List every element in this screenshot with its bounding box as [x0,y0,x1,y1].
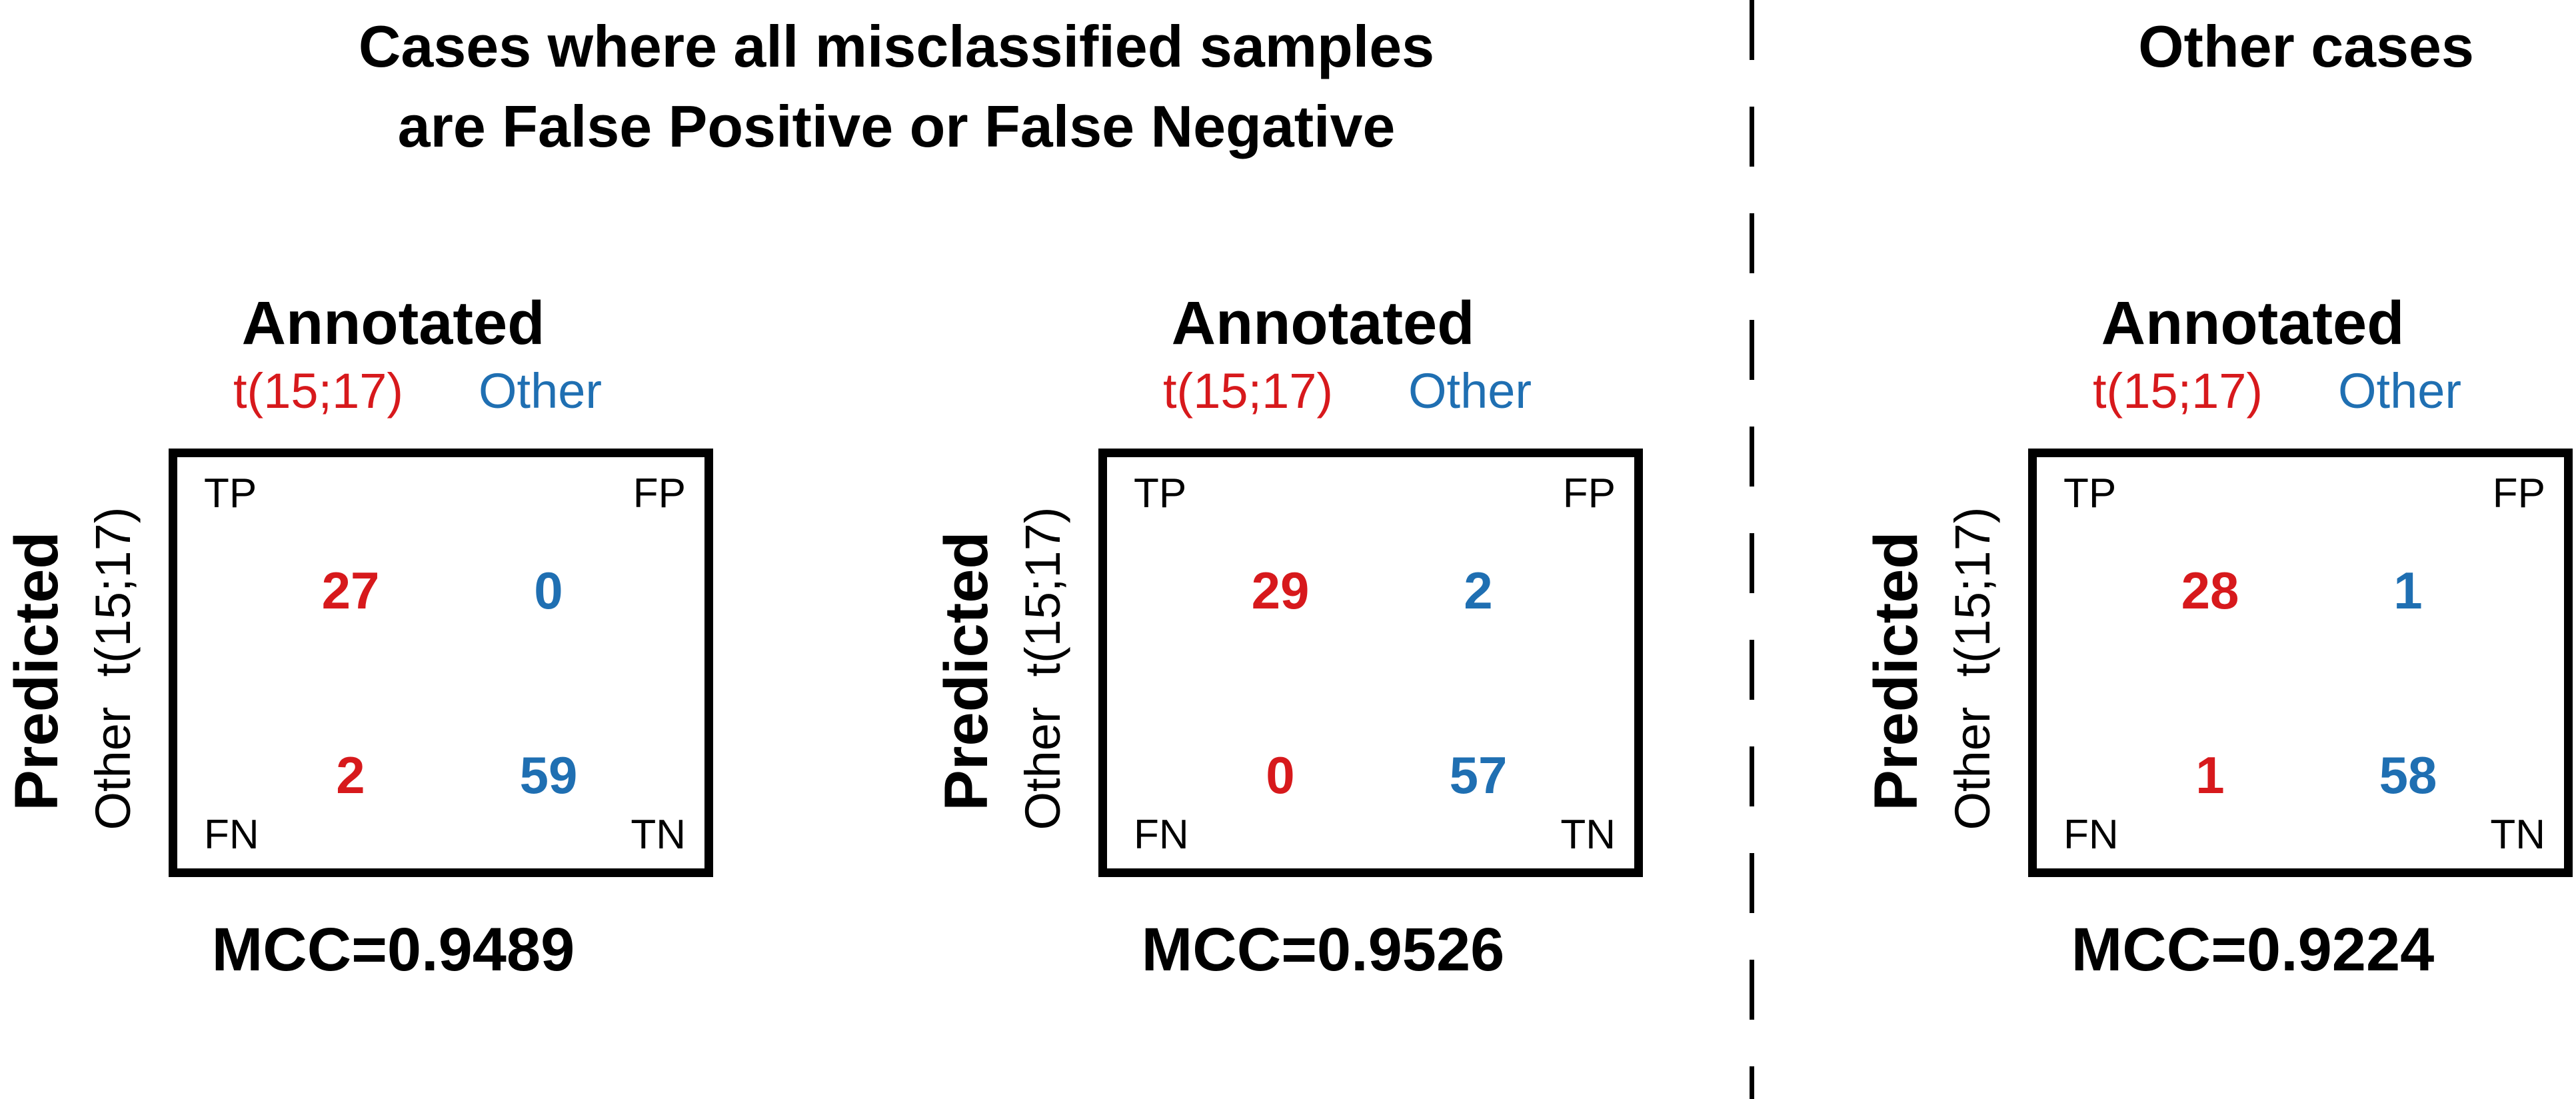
fp-label: FP [633,471,686,517]
fn-value: 1 [2195,746,2225,804]
dashed-divider [1750,0,1754,1099]
tn-value: 57 [1449,746,1508,804]
tp-label: TP [2063,471,2117,517]
fn-label: FN [2063,812,2119,858]
row-label-positive: t(15;17) [1945,507,2000,677]
confusion-matrix-2: Annotated t(15;17) Other Predicted t(15;… [930,287,1643,986]
fn-label: FN [1134,812,1189,858]
tn-label: TN [2490,812,2545,858]
column-label-positive: t(15;17) [1163,363,1334,419]
matrix-box: TP FP FN TN 29 2 0 57 [1098,449,1643,877]
row-label-negative: Other [1945,706,2000,830]
confusion-matrix-1: Annotated t(15;17) Other Predicted t(15;… [0,287,713,986]
left-heading-line2: are False Positive or False Negative [397,93,1396,159]
tn-label: TN [1560,812,1616,858]
tp-label: TP [204,471,257,517]
row-label-negative: Other [1015,706,1070,830]
tn-value: 58 [2379,746,2437,804]
confusion-matrix-3: Annotated t(15;17) Other Predicted t(15;… [1860,287,2573,986]
tp-value: 27 [321,561,380,620]
fp-value: 0 [534,561,563,620]
annotated-title: Annotated [241,289,545,357]
predicted-title: Predicted [932,531,1000,811]
column-label-negative: Other [479,363,603,419]
annotated-title: Annotated [2101,289,2405,357]
column-label-positive: t(15;17) [233,363,404,419]
matrix-box: TP FP FN TN 27 0 2 59 [169,449,713,877]
row-label-negative: Other [85,706,141,830]
fp-label: FP [2492,471,2545,517]
row-label-positive: t(15;17) [1015,507,1070,677]
predicted-title: Predicted [1862,531,1930,811]
tp-label: TP [1134,471,1187,517]
fn-value: 2 [336,746,365,804]
fp-value: 1 [2393,561,2423,620]
tn-value: 59 [519,746,578,804]
fn-value: 0 [1266,746,1295,804]
column-label-negative: Other [2338,363,2462,419]
tp-value: 28 [2181,561,2239,620]
fp-label: FP [1562,471,1616,517]
row-label-positive: t(15;17) [85,507,141,677]
fn-label: FN [204,812,259,858]
mcc-value: MCC=0.9526 [1141,916,1505,984]
matrix-box: TP FP FN TN 28 1 1 58 [2028,449,2573,877]
left-heading-line1: Cases where all misclassified samples [358,13,1435,79]
column-label-negative: Other [1408,363,1532,419]
annotated-title: Annotated [1171,289,1475,357]
right-group-heading: Other cases [2138,13,2474,79]
mcc-value: MCC=0.9224 [2071,916,2435,984]
tn-label: TN [631,812,686,858]
predicted-title: Predicted [3,531,71,811]
column-label-positive: t(15;17) [2093,363,2263,419]
fp-value: 2 [1464,561,1493,620]
tp-value: 29 [1251,561,1310,620]
mcc-value: MCC=0.9489 [211,916,575,984]
